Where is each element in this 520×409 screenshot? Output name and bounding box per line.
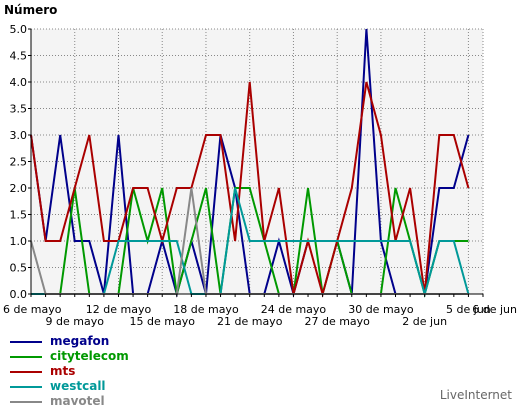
y-tick-label: 4.5 (10, 50, 28, 63)
x-tick-label: 27 de mayo (304, 315, 370, 328)
legend-item-mavotel: mavotel (10, 394, 230, 409)
legend-swatch (10, 371, 42, 373)
legend-item-westcall: westcall (10, 379, 230, 394)
y-tick-label: 2.0 (10, 182, 28, 195)
legend-label: mts (50, 364, 76, 378)
x-tick-label: 15 de mayo (130, 315, 196, 328)
y-tick-label: 3.0 (10, 129, 28, 142)
legend-swatch (10, 356, 42, 358)
y-tick-label: 4.0 (10, 76, 28, 89)
y-tick-label: 0.0 (10, 288, 28, 301)
legend-item-mts: mts (10, 364, 230, 379)
legend-label: citytelecom (50, 349, 129, 363)
y-tick-label: 3.5 (10, 103, 28, 116)
y-tick-label: 1.5 (10, 209, 28, 222)
x-tick-label: 5 de jun (446, 303, 491, 316)
line-chart: 0.0 0.5 1.0 1.5 2.0 2.5 3.0 3.5 4.0 4.5 5.0 6 de m… (3, 23, 517, 328)
y-tick-label: 1.0 (10, 235, 28, 248)
legend-swatch (10, 386, 42, 388)
x-tick-label: 6 de jun (472, 303, 517, 316)
x-tick-label: 9 de mayo (46, 315, 105, 328)
legend-item-citytelecom: citytelecom (10, 349, 230, 364)
y-tick-labels: 0.0 0.5 1.0 1.5 2.0 2.5 3.0 3.5 4.0 4.5 5.0 (10, 23, 28, 301)
y-axis-label: Número (4, 3, 58, 17)
brand-label: LiveInternet (439, 388, 512, 402)
axes (28, 28, 484, 297)
x-tick-label: 18 de mayo (173, 303, 239, 316)
legend-label: mavotel (50, 394, 105, 408)
legend-label: megafon (50, 334, 110, 348)
y-tick-label: 2.5 (10, 156, 28, 169)
x-tick-label: 12 de mayo (86, 303, 152, 316)
legend-swatch (10, 341, 42, 343)
legend-label: westcall (50, 379, 106, 393)
x-tick-label: 21 de mayo (217, 315, 283, 328)
y-tick-label: 5.0 (10, 23, 28, 36)
x-tick-label: 24 de mayo (261, 303, 327, 316)
legend: megafon citytelecom mts westcall mavotel (10, 334, 230, 409)
y-tick-label: 0.5 (10, 262, 28, 275)
legend-item-megafon: megafon (10, 334, 230, 349)
legend-swatch (10, 401, 42, 403)
x-tick-label: 30 de mayo (348, 303, 414, 316)
x-tick-label: 6 de mayo (3, 303, 62, 316)
x-tick-label: 2 de jun (402, 315, 447, 328)
